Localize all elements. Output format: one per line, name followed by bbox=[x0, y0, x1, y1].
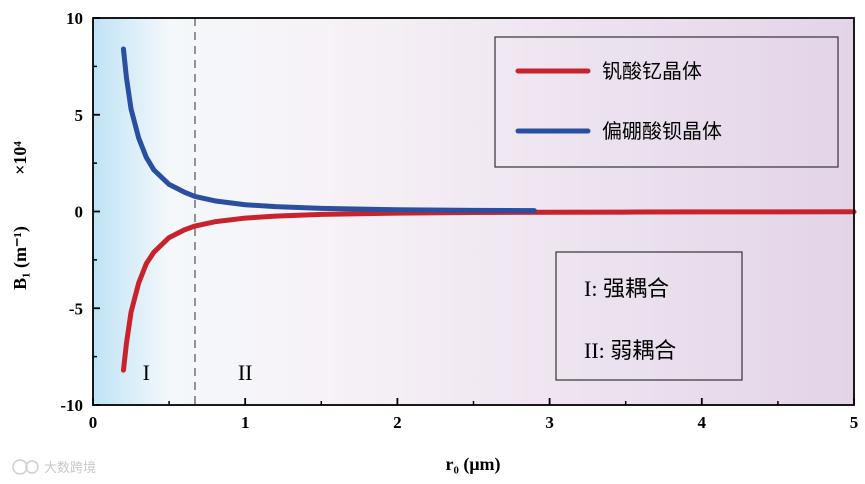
region-legend-strong: I: 强耦合 bbox=[584, 276, 669, 301]
x-tick-label: 1 bbox=[241, 413, 250, 432]
legend-label-borate: 偏硼酸钡晶体 bbox=[602, 119, 722, 143]
y-axis: 10 5 0 -5 -10 bbox=[60, 9, 100, 415]
x-tick-label: 5 bbox=[850, 413, 859, 432]
y-tick-label: -5 bbox=[69, 299, 83, 318]
series-legend-box bbox=[494, 36, 839, 168]
legend-label-vanadate: 钒酸钇晶体 bbox=[602, 59, 702, 83]
region-legend-box bbox=[555, 251, 743, 381]
y-axis-multiplier: ×10⁴ bbox=[10, 141, 30, 175]
x-tick-label: 0 bbox=[89, 413, 98, 432]
x-axis-title: r₀ (μm) bbox=[445, 454, 500, 475]
watermark-logo-icon bbox=[12, 459, 28, 475]
y-tick-label: 10 bbox=[66, 9, 83, 28]
y-axis-title: B₁ (m⁻¹) bbox=[10, 226, 31, 290]
x-tick-label: 2 bbox=[393, 413, 402, 432]
series-line-0 bbox=[120, 209, 857, 373]
y-tick-label: -10 bbox=[60, 396, 83, 415]
region-legend: I: 强耦合 II: 弱耦合 bbox=[555, 251, 743, 381]
watermark: 大数跨境 bbox=[12, 459, 96, 476]
watermark-logo-icon-inner bbox=[25, 460, 39, 474]
watermark-text: 大数跨境 bbox=[44, 461, 96, 476]
region-legend-weak: II: 弱耦合 bbox=[584, 338, 676, 363]
y-tick-label: 0 bbox=[75, 203, 84, 222]
x-axis: 0 1 2 3 4 5 bbox=[89, 398, 859, 432]
region-label-strong: I bbox=[143, 360, 150, 385]
y-tick-label: 5 bbox=[75, 106, 84, 125]
series-line-1 bbox=[120, 46, 537, 214]
series-legend: 钒酸钇晶体 偏硼酸钡晶体 bbox=[494, 36, 839, 168]
x-tick-label: 4 bbox=[698, 413, 707, 432]
region-label-weak: II bbox=[238, 360, 253, 385]
series-layer bbox=[120, 46, 857, 373]
x-tick-label: 3 bbox=[545, 413, 554, 432]
